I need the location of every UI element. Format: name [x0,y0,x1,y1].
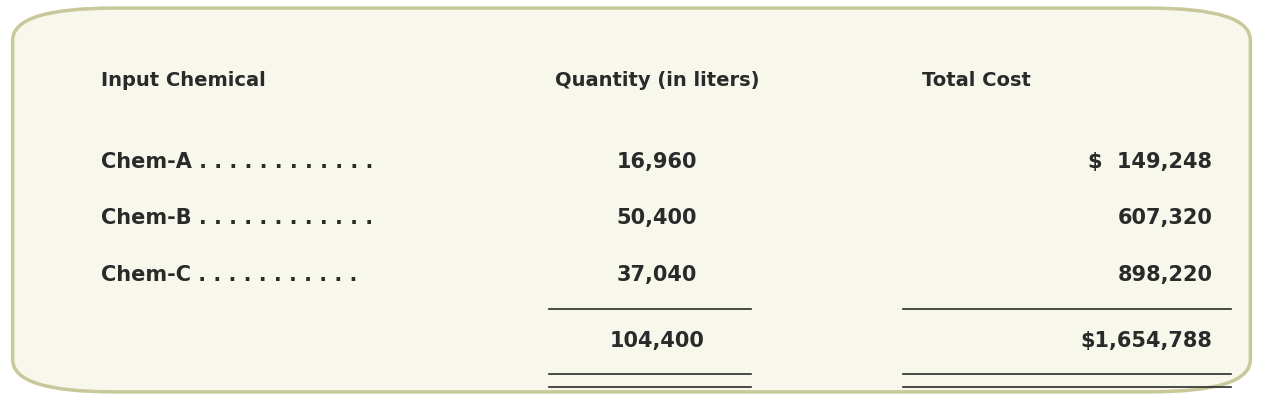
Text: 104,400: 104,400 [609,331,705,351]
Text: $1,654,788: $1,654,788 [1081,331,1212,351]
Text: 16,960: 16,960 [616,152,697,172]
Text: 37,040: 37,040 [616,265,697,285]
FancyBboxPatch shape [13,8,1250,392]
Text: Input Chemical: Input Chemical [101,71,265,90]
Text: Total Cost: Total Cost [922,71,1031,90]
Text: Chem-B . . . . . . . . . . . .: Chem-B . . . . . . . . . . . . [101,208,373,228]
Text: 50,400: 50,400 [616,208,697,228]
Text: Quantity (in liters): Quantity (in liters) [554,71,759,90]
Text: Chem-A . . . . . . . . . . . .: Chem-A . . . . . . . . . . . . [101,152,374,172]
Text: 898,220: 898,220 [1118,265,1212,285]
Text: 607,320: 607,320 [1118,208,1212,228]
Text: Chem-C . . . . . . . . . . .: Chem-C . . . . . . . . . . . [101,265,357,285]
Text: $  149,248: $ 149,248 [1089,152,1212,172]
